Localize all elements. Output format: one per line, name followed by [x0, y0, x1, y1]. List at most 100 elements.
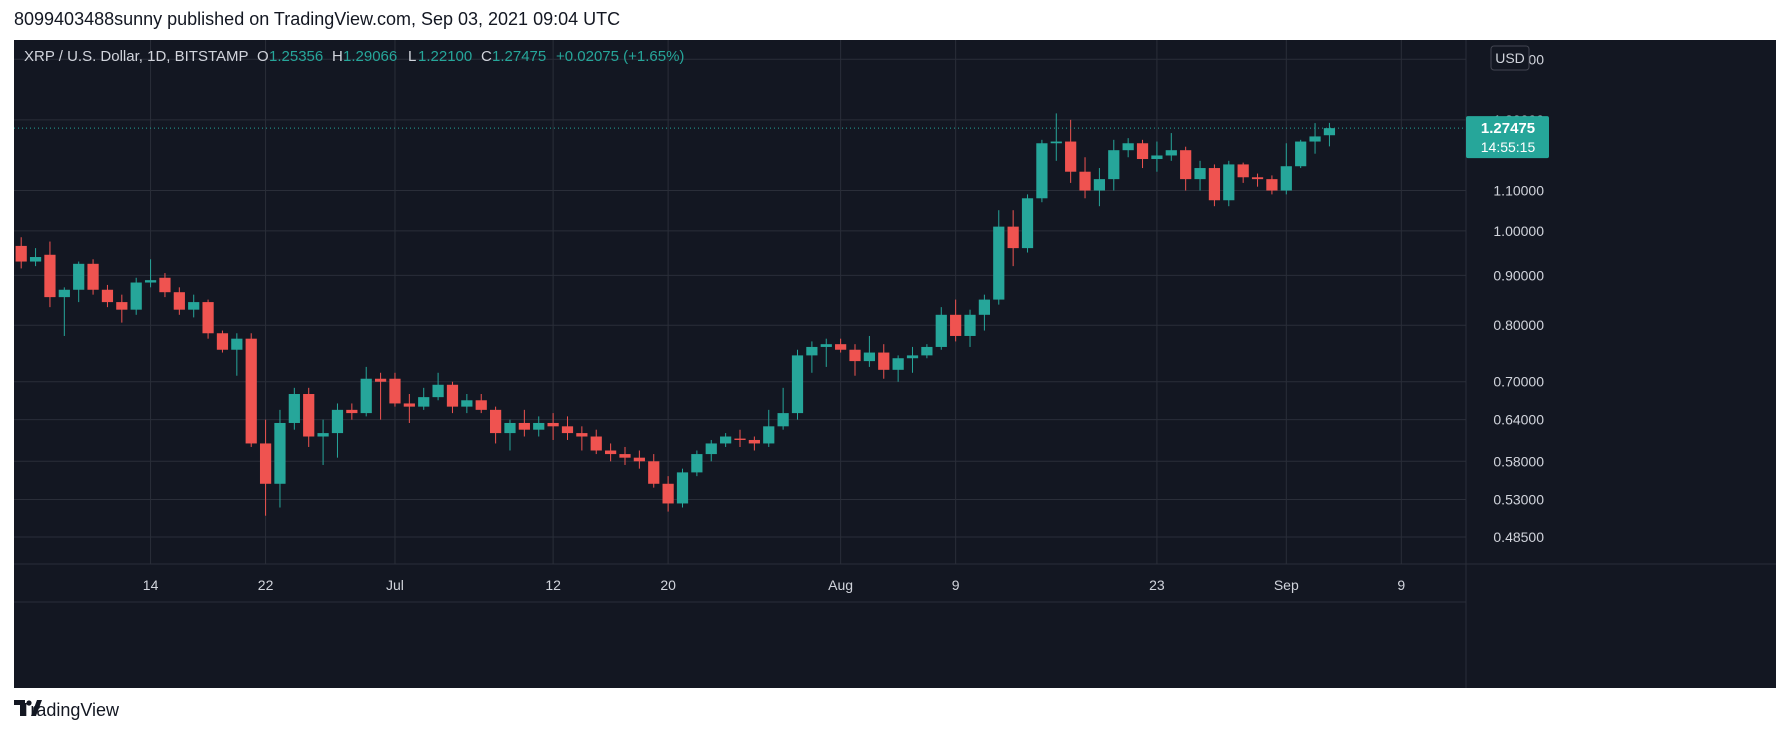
candle-body: [317, 433, 329, 437]
candle: [29, 248, 42, 267]
x-tick-label: Jul: [386, 577, 404, 593]
candle: [806, 341, 818, 373]
candle-body: [1021, 198, 1034, 249]
candle: [720, 433, 732, 447]
candle: [159, 273, 171, 298]
candle-body: [1136, 143, 1149, 160]
candle: [705, 439, 717, 462]
y-tick-label: 0.58000: [1493, 453, 1544, 469]
candle-body: [1237, 164, 1249, 178]
candle: [547, 413, 559, 440]
candle: [461, 394, 473, 414]
candle: [303, 387, 315, 447]
candle-body: [432, 384, 444, 398]
candle: [231, 333, 243, 376]
candle: [144, 259, 157, 288]
candle-body: [950, 314, 962, 336]
candle-body: [806, 346, 818, 356]
candle-body: [590, 436, 602, 451]
candle: [259, 419, 272, 516]
candle: [906, 346, 919, 373]
candle: [1108, 139, 1120, 191]
candle-body: [835, 344, 847, 350]
candle: [15, 237, 27, 269]
candle: [1136, 139, 1149, 169]
candle-body: [691, 454, 703, 473]
y-tick-label: 0.90000: [1493, 267, 1544, 283]
candle: [1280, 143, 1292, 195]
candle: [1208, 164, 1221, 207]
candle-body: [763, 426, 775, 444]
candle: [446, 381, 459, 414]
candle-body: [15, 245, 27, 262]
candle-body: [504, 422, 516, 434]
candle: [763, 409, 775, 447]
candle-body: [216, 333, 229, 350]
candle: [950, 299, 962, 342]
candle: [892, 355, 904, 382]
candle-body: [705, 443, 717, 455]
candle: [978, 294, 991, 331]
y-tick-label: 0.53000: [1493, 491, 1544, 507]
x-tick-label: Sep: [1274, 577, 1299, 593]
candle: [1309, 123, 1321, 154]
candle: [691, 450, 703, 477]
candle: [245, 333, 257, 447]
tradingview-logo[interactable]: TradingView: [14, 700, 119, 721]
candle-body: [1151, 155, 1163, 160]
price-chart[interactable]: 0.48500 0.53000 0.58000 0.64000 0.70000 0.800…: [14, 40, 1776, 688]
candle: [188, 294, 200, 318]
currency-badge[interactable]: USD: [1490, 45, 1530, 71]
candle-body: [44, 254, 56, 298]
candle: [662, 476, 674, 512]
candle: [748, 436, 760, 451]
candle-body: [892, 358, 904, 370]
candle: [403, 394, 415, 423]
x-tick-label: 9: [1397, 577, 1405, 593]
candle-body: [130, 282, 142, 310]
candle-body: [1180, 150, 1192, 180]
candle-body: [389, 378, 401, 404]
candle: [993, 210, 1005, 305]
candle: [576, 426, 588, 451]
candle: [288, 387, 300, 430]
candle: [533, 416, 545, 437]
candle-body: [820, 344, 832, 347]
candle: [1295, 139, 1307, 169]
candle-body: [547, 422, 559, 427]
candle-body: [1208, 168, 1221, 201]
x-tick-label: 12: [545, 577, 561, 593]
candle-body: [374, 378, 387, 382]
candle: [518, 409, 530, 437]
candle: [1122, 138, 1134, 158]
candle: [101, 284, 114, 308]
candle-body: [720, 436, 732, 444]
candle-body: [231, 338, 243, 350]
candle: [1180, 146, 1192, 191]
candle-body: [418, 397, 430, 407]
candle-body: [159, 277, 171, 293]
candle: [1007, 210, 1019, 267]
candle-body: [1165, 150, 1177, 156]
candle-body: [633, 457, 645, 462]
candle-body: [188, 302, 200, 310]
candle: [1079, 157, 1091, 199]
candle: [935, 307, 947, 350]
candle-body: [676, 472, 689, 504]
candle-body: [101, 289, 114, 303]
candle-body: [1323, 128, 1336, 136]
candle: [475, 394, 487, 414]
legend-open-value: 1.25356: [269, 48, 323, 65]
y-tick-label: 1.00000: [1493, 223, 1544, 239]
candle: [734, 429, 746, 447]
candle: [590, 429, 602, 455]
candle-body: [935, 314, 947, 347]
candle-body: [734, 438, 746, 440]
candle-body: [1295, 141, 1307, 167]
candle: [1323, 122, 1336, 147]
candle-body: [576, 433, 588, 437]
candlestick-chart-svg[interactable]: 0.48500 0.53000 0.58000 0.64000 0.70000 0.800…: [14, 40, 1776, 688]
candle: [1223, 160, 1235, 207]
candle-body: [202, 302, 214, 334]
currency-badge-label: USD: [1495, 50, 1525, 66]
